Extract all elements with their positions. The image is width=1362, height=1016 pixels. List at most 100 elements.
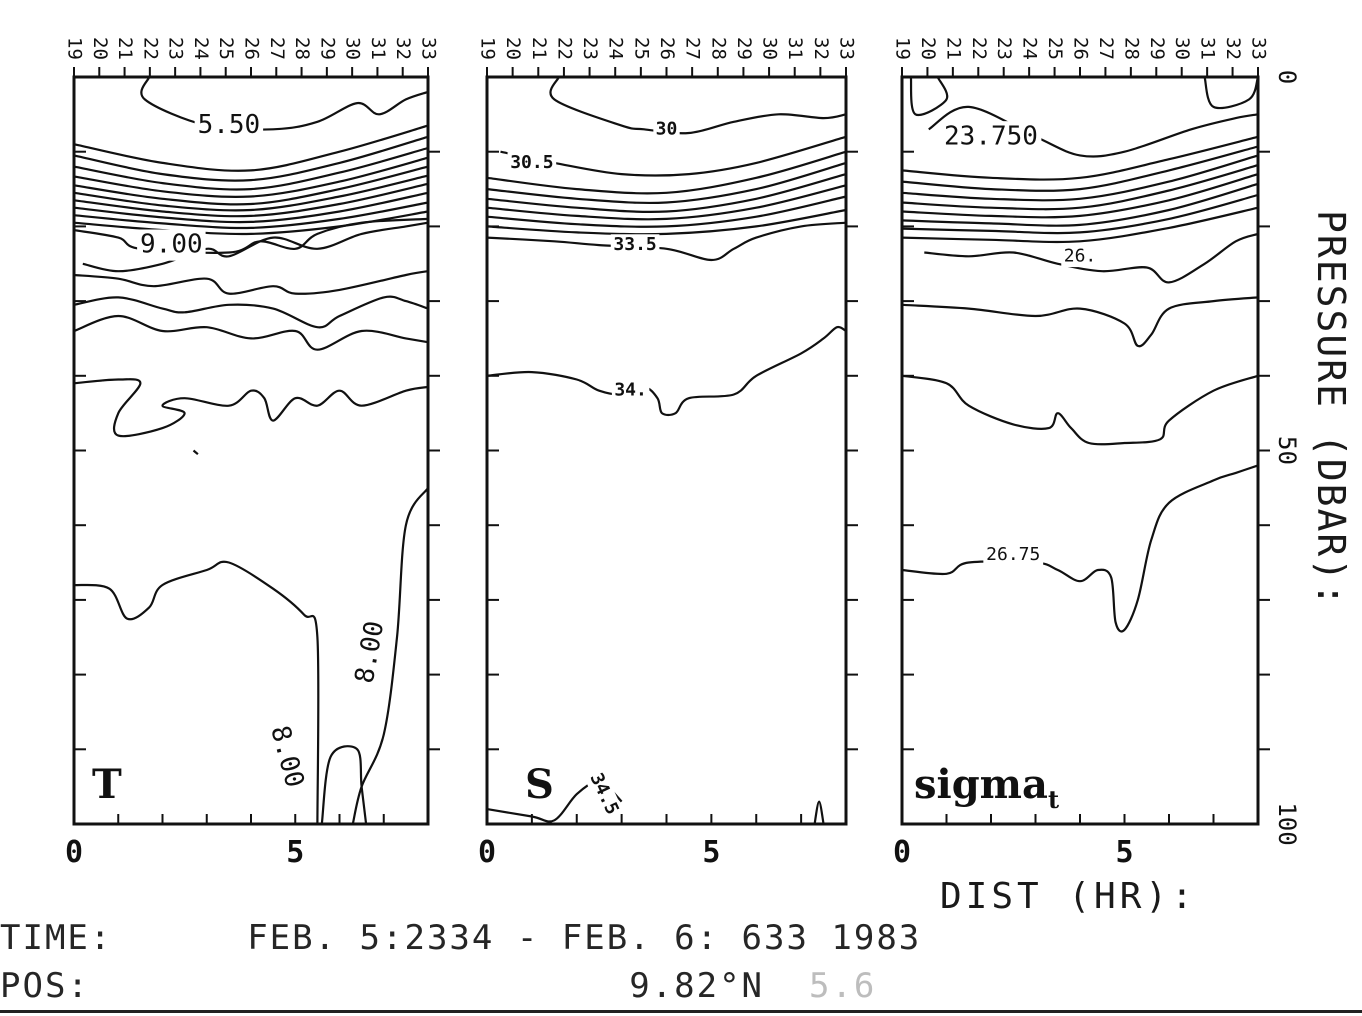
contour-line (320, 745, 368, 825)
station-label: 21 (114, 37, 136, 60)
station-label: 32 (392, 37, 414, 60)
station-label: 22 (553, 37, 575, 60)
x-tick-label: 0 (65, 835, 83, 870)
contour-label: 26.75 (986, 544, 1040, 565)
station-label: 33 (836, 37, 858, 60)
contour-label: 34.5 (585, 770, 622, 818)
x-tick-label: 5 (702, 835, 720, 870)
contour-line (901, 173, 1259, 219)
station-label: 33 (418, 37, 440, 60)
station-label: 25 (630, 37, 652, 60)
contour-line (909, 76, 949, 117)
contour-line (486, 173, 847, 213)
contour-line (82, 221, 429, 273)
contour-line (486, 325, 847, 417)
contour-line (73, 378, 429, 438)
y-tick-label: 50 (1273, 436, 1301, 465)
station-label: 24 (605, 37, 627, 60)
contour-line (73, 146, 429, 191)
contour-line (73, 295, 429, 329)
contour-line (73, 314, 429, 351)
contour-label-bg (983, 544, 1044, 566)
station-label: 25 (215, 37, 237, 60)
station-label: 19 (477, 37, 499, 60)
y-tick-label: 0 (1273, 70, 1301, 84)
station-label: 29 (316, 37, 338, 60)
station-label: 33 (1248, 37, 1270, 60)
contour-line (486, 195, 847, 228)
contour-label-bg (262, 719, 311, 794)
contour-label: 8.00 (350, 619, 390, 686)
position-underline (0, 1010, 1362, 1013)
station-label: 27 (1095, 37, 1117, 60)
station-label: 26 (1070, 37, 1092, 60)
contour-label-bg (194, 109, 264, 142)
contour-label-bg (583, 767, 624, 821)
contour-line (486, 208, 847, 236)
station-label: 28 (707, 37, 729, 60)
contour-line (73, 165, 429, 206)
contour-line (73, 135, 429, 182)
panel-label: sigmat (914, 761, 1059, 814)
y-axis-title: PRESSURE (DBAR): (1309, 210, 1353, 608)
contour-line (486, 150, 847, 195)
contour-label: 9.00 (140, 230, 203, 260)
contour-line (140, 76, 429, 131)
contour-line (192, 449, 199, 456)
station-label: 19 (64, 37, 86, 60)
station-label: 28 (291, 37, 313, 60)
contour-line (73, 156, 429, 198)
contour-line (73, 174, 429, 212)
contour-line (901, 296, 1259, 348)
station-label: 32 (1222, 37, 1244, 60)
contour-label: 23.750 (944, 121, 1038, 151)
contour-label: 34. (614, 380, 647, 401)
contour-line (73, 191, 429, 224)
position-label: POS: (0, 966, 90, 1006)
position-line: POS: 9.82°N 5.6 (0, 966, 876, 1006)
contour-label: 30.5 (510, 152, 553, 173)
station-label: 30 (759, 37, 781, 60)
station-label: 31 (367, 37, 389, 60)
position-value-2: 5.6 (808, 966, 877, 1006)
contour-line (901, 182, 1259, 227)
station-label: 23 (993, 37, 1015, 60)
contour-line (813, 800, 825, 825)
contour-line (73, 182, 429, 218)
x-tick-label: 5 (1115, 835, 1133, 870)
contour-label-bg (137, 229, 206, 261)
time-value: FEB. 5:2334 - FEB. 6: 633 1983 (247, 918, 922, 958)
contour-label-bg (1061, 245, 1099, 268)
contour-label: 33.5 (613, 234, 656, 255)
contour-label-bg (349, 615, 392, 689)
station-label: 31 (1197, 37, 1219, 60)
station-label: 20 (89, 37, 111, 60)
y-tick-label: 100 (1273, 802, 1301, 845)
station-label: 30 (1171, 37, 1193, 60)
station-label: 20 (917, 37, 939, 60)
contour-line (1203, 76, 1260, 110)
contour-line (901, 154, 1259, 202)
contour-line (486, 221, 847, 262)
contour-label: 30 (656, 118, 678, 139)
station-label: 26 (656, 37, 678, 60)
station-label: 31 (784, 37, 806, 60)
station-label: 27 (682, 37, 704, 60)
panel-1: 19 20 21 22 23 24 25 26 27 28 29 30 31 32 33 0 5 5.50 9.00… (64, 37, 440, 870)
time-label: TIME: (0, 918, 113, 958)
panel-2: 19 20 21 22 23 24 25 26 27 28 29 30 31 32 330 53030.533… (477, 37, 858, 870)
contour-line (73, 201, 429, 230)
contour-line (486, 161, 847, 205)
contour-line (924, 232, 1259, 284)
station-label: 25 (1044, 37, 1066, 60)
contour-label-bg (611, 379, 650, 402)
station-label: 19 (892, 37, 914, 60)
station-label: 24 (1019, 37, 1041, 60)
contour-line (901, 464, 1259, 633)
x-tick-label: 0 (893, 835, 911, 870)
station-label: 29 (733, 37, 755, 60)
station-label: 29 (1146, 37, 1168, 60)
contour-line (901, 145, 1259, 192)
station-label: 24 (190, 37, 212, 60)
